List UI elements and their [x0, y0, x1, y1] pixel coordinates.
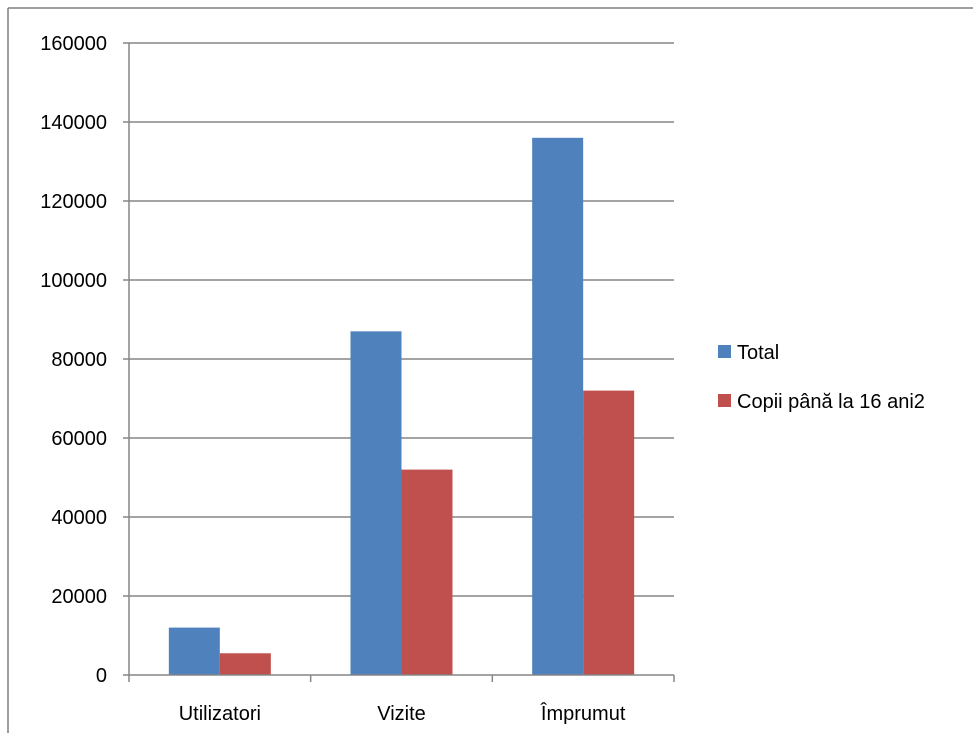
y-tick-label: 160000 — [40, 33, 107, 55]
y-tick-label: 140000 — [40, 112, 107, 134]
legend-label-copii: Copii până la 16 ani2 — [737, 391, 925, 413]
y-tick-label: 40000 — [51, 507, 107, 529]
x-axis-ticks — [128, 675, 675, 682]
y-axis-tick-labels: 0 20000 40000 60000 80000 100000 120000 140000 1… — [40, 33, 107, 687]
legend-swatch-copii — [718, 394, 731, 407]
y-tick-label: 60000 — [51, 428, 107, 450]
x-category-label: Utilizatori — [179, 703, 261, 725]
bar-total-1 — [350, 331, 402, 675]
y-tick-label: 100000 — [40, 270, 107, 292]
y-tick-label: 80000 — [51, 349, 107, 371]
axes — [128, 43, 674, 676]
bar-copii-2 — [583, 390, 635, 675]
legend-swatch-total — [718, 345, 731, 358]
legend-label-total: Total — [737, 342, 779, 364]
x-category-label: Împrumut — [540, 702, 626, 725]
y-tick-label: 0 — [96, 665, 107, 687]
legend: Total Copii până la 16 ani2 — [718, 342, 925, 413]
bar-total-0 — [168, 627, 220, 675]
bar-total-2 — [532, 137, 584, 676]
bar-copii-0 — [219, 653, 271, 675]
x-category-label: Vizite — [377, 703, 426, 725]
x-axis-category-labels: Utilizatori Vizite Împrumut — [179, 702, 626, 725]
y-tick-label: 20000 — [51, 586, 107, 608]
y-tick-label: 120000 — [40, 191, 107, 213]
bars — [168, 137, 635, 676]
bar-copii-1 — [401, 469, 453, 675]
